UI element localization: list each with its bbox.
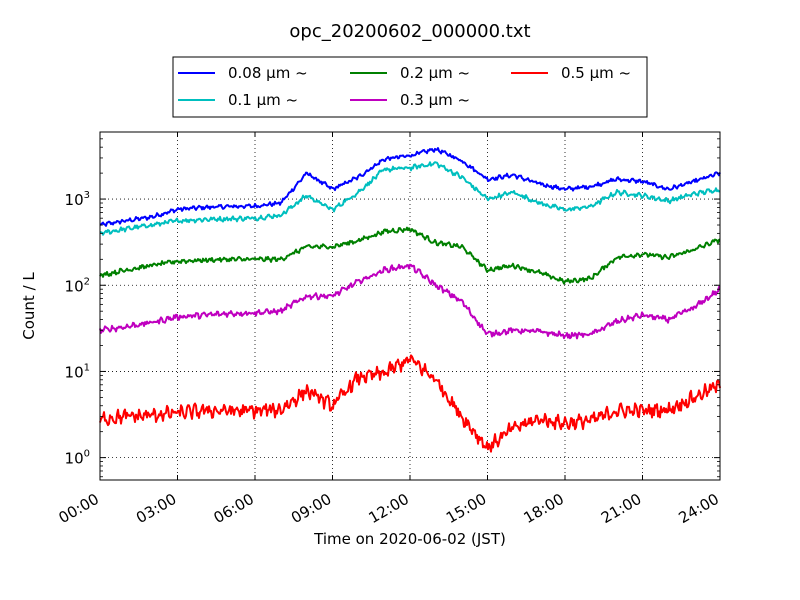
y-tick-exponent: 3 xyxy=(84,190,90,201)
y-tick-label: 102 xyxy=(65,276,90,295)
y-tick-label: 101 xyxy=(65,362,90,381)
x-axis-label: Time on 2020-06-02 (JST) xyxy=(313,530,506,548)
legend-label: 0.5 μm ~ xyxy=(561,64,631,82)
legend-label: 0.2 μm ~ xyxy=(400,64,470,82)
series-line xyxy=(99,226,721,285)
y-tick-label: 103 xyxy=(65,190,90,209)
y-tick-base: 10 xyxy=(65,277,84,295)
series-line xyxy=(99,147,721,227)
y-tick-exponent: 2 xyxy=(84,276,90,287)
series-line xyxy=(99,354,721,453)
legend-label: 0.3 μm ~ xyxy=(400,91,470,109)
y-tick-exponent: 0 xyxy=(84,449,90,460)
grid xyxy=(99,132,721,480)
y-tick-base: 10 xyxy=(65,363,84,381)
y-tick-base: 10 xyxy=(65,191,84,209)
chart-title: opc_20200602_000000.txt xyxy=(289,21,530,42)
y-tick-base: 10 xyxy=(65,450,84,468)
y-tick-label: 100 xyxy=(65,449,90,468)
series-line xyxy=(99,263,721,340)
y-axis-label: Count / L xyxy=(20,272,38,340)
y-tick-exponent: 1 xyxy=(84,362,90,373)
legend-items: 0.08 μm ~ 0.1 μm ~ 0.2 μm ~ 0.3 μm ~ 0.5 μm … xyxy=(178,64,631,109)
legend: 0.08 μm ~ 0.1 μm ~ 0.2 μm ~ 0.3 μm ~ 0.5 μm … xyxy=(172,56,648,118)
legend-box xyxy=(172,56,648,118)
series-line xyxy=(99,161,721,236)
legend-label: 0.08 μm ~ xyxy=(228,64,308,82)
series-layer xyxy=(99,147,721,453)
legend-label: 0.1 μm ~ xyxy=(228,91,298,109)
